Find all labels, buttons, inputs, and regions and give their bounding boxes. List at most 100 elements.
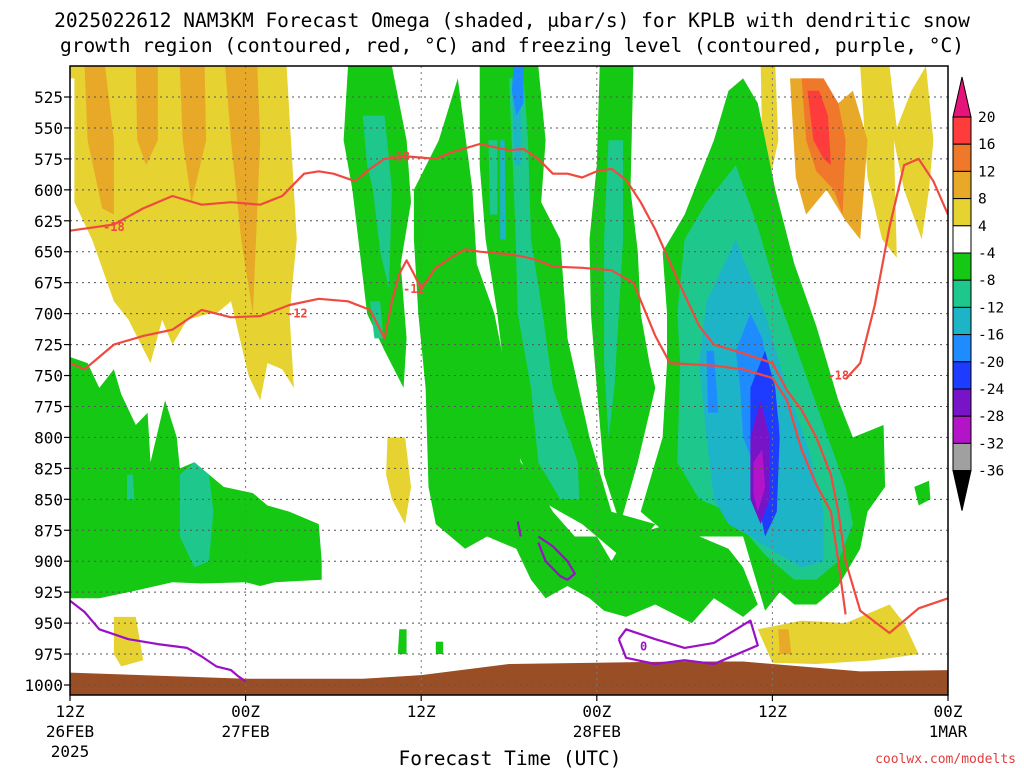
colorbar-bin: [952, 279, 972, 308]
contour-label: -18: [388, 149, 410, 163]
omega-region: [604, 140, 624, 438]
y-axis-ticks: 525 550 575 600 625 650 675 700 725 750 775 800 825 8…: [24, 88, 70, 695]
y-tick-label: 625: [34, 212, 63, 231]
chart-title-line1: 2025022612 NAM3KM Forecast Omega (shaded…: [54, 9, 970, 32]
omega-region: [413, 78, 758, 624]
dendritic-contour: [844, 157, 948, 380]
omega-region: [397, 629, 407, 655]
omega-region: [511, 66, 524, 116]
x-tick-label: 12Z: [758, 702, 787, 721]
colorbar-min-arrow: [952, 470, 972, 511]
colorbar-label: -28: [978, 409, 1004, 425]
omega-region: [807, 90, 831, 166]
y-tick-label: 525: [34, 88, 63, 107]
y-tick-label: 850: [34, 490, 63, 509]
y-tick-label: 975: [34, 645, 63, 664]
contour-label: -18: [103, 220, 125, 234]
x-tick-label: 00Z: [582, 702, 611, 721]
colorbar-label: 4: [978, 219, 987, 235]
omega-region: [84, 66, 114, 215]
colorbar-bin: [952, 415, 972, 444]
y-tick-label: 750: [34, 367, 63, 386]
x-tick-label: 00Z: [934, 702, 963, 721]
omega-region: [435, 641, 444, 655]
colorbar-label: -8: [978, 273, 995, 289]
colorbar-bin: [952, 361, 972, 390]
x-tick-date: 1MAR: [929, 722, 968, 741]
colorbar-label: -4: [978, 246, 996, 262]
colorbar-label: 12: [978, 164, 995, 180]
y-tick-label: 775: [34, 397, 63, 416]
colorbar-max-arrow: [952, 76, 972, 118]
ground-fill: [70, 661, 948, 695]
colorbar-label: -12: [978, 300, 1004, 316]
y-tick-label: 1000: [24, 676, 63, 695]
omega-region: [179, 66, 207, 203]
omega-region: [127, 474, 135, 500]
colorbar-bin: [952, 116, 972, 145]
y-tick-label: 950: [34, 614, 63, 633]
freezing-contour: [516, 521, 522, 537]
contour-label: -18: [827, 369, 849, 383]
dendritic-contour: [70, 248, 847, 615]
colorbar-label: 16: [978, 137, 995, 153]
x-tick-year: 2025: [51, 742, 90, 761]
colorbar-label: -36: [978, 464, 1004, 480]
omega-region: [778, 629, 792, 655]
freezing-contour: [70, 599, 247, 683]
omega-region: [386, 437, 411, 525]
y-tick-label: 725: [34, 336, 63, 355]
colorbar-bin: [952, 442, 972, 472]
x-tick-label: 12Z: [407, 702, 436, 721]
x-tick-date: 28FEB: [573, 722, 621, 741]
omega-region: [589, 66, 656, 525]
colorbar-label: -16: [978, 328, 1004, 344]
omega-region: [113, 616, 144, 667]
y-tick-label: 875: [34, 521, 63, 540]
omega-region: [135, 66, 158, 166]
freezing-contour: [617, 619, 759, 666]
ground-layer: [70, 661, 948, 695]
colorbar-bin: [952, 306, 972, 336]
omega-shading: [70, 66, 934, 667]
y-tick-label: 825: [34, 459, 63, 478]
dendritic-contour: [70, 142, 948, 635]
omega-region: [509, 78, 580, 500]
y-tick-label: 600: [34, 181, 63, 200]
omega-region: [914, 480, 931, 506]
colorbar: 20 16 12 8 4 -4 -8 -12 -16 -20 -24 -28 -32 -36: [952, 76, 1004, 511]
y-tick-label: 925: [34, 583, 63, 602]
plot-frame: [69, 65, 949, 696]
y-tick-label: 800: [34, 428, 63, 447]
colorbar-label: 8: [978, 192, 987, 208]
contour-label: -12: [403, 282, 425, 296]
colorbar-label: -24: [978, 382, 1004, 398]
y-tick-label: 675: [34, 274, 63, 293]
colorbar-bin: [952, 252, 972, 281]
colorbar-bin: [952, 225, 972, 254]
x-tick-date: 27FEB: [222, 722, 270, 741]
y-tick-label: 650: [34, 243, 63, 262]
colorbar-bin: [952, 388, 972, 417]
contour-label: -12: [286, 307, 308, 321]
colorbar-label: -32: [978, 436, 1004, 452]
omega-region: [179, 462, 214, 568]
y-tick-label: 550: [34, 119, 63, 138]
x-tick-label: 00Z: [231, 702, 260, 721]
colorbar-bin: [952, 143, 972, 172]
freezing-contour: [537, 535, 576, 581]
contour-label: 0: [640, 640, 647, 654]
colorbar-bin: [952, 170, 972, 200]
colorbar-label: -20: [978, 355, 1004, 371]
x-tick-label: 12Z: [56, 702, 85, 721]
grid-lines: [70, 66, 948, 695]
y-tick-label: 575: [34, 150, 63, 169]
y-tick-label: 700: [34, 305, 63, 324]
colorbar-bin: [952, 198, 972, 227]
colorbar-bin: [952, 334, 972, 363]
omega-region: [753, 449, 766, 512]
credit-text: coolwx.com/modelts: [875, 752, 1016, 767]
omega-region: [488, 140, 498, 215]
